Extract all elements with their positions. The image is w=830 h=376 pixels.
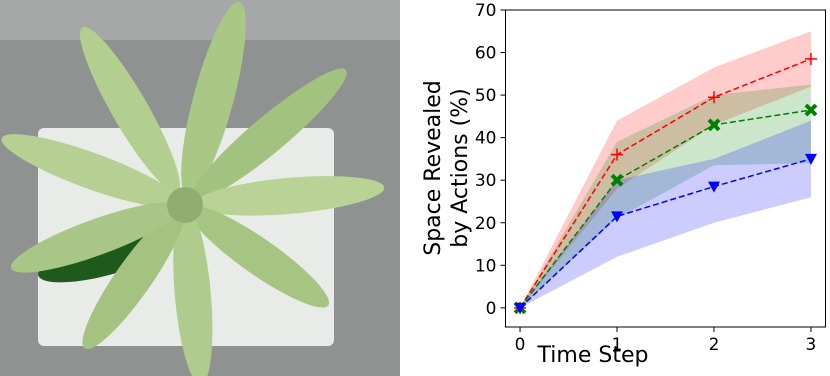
x-axis-label: Time Step xyxy=(537,343,649,368)
line xyxy=(519,109,812,309)
x-tick-label: 2 xyxy=(709,335,720,355)
x-tick-label: 0 xyxy=(515,335,526,355)
marker xyxy=(804,52,817,65)
y-tick-label: 50 xyxy=(475,86,497,106)
plant-leaves xyxy=(1,2,385,376)
leaf xyxy=(188,205,330,308)
y-tick-label: 0 xyxy=(486,299,497,319)
line xyxy=(519,58,812,309)
y-tick-label: 70 xyxy=(475,1,497,21)
marker xyxy=(611,211,624,223)
y-tick-label: 60 xyxy=(475,44,497,64)
marker xyxy=(610,173,624,187)
x-tick-label: 3 xyxy=(806,335,817,355)
marker xyxy=(804,153,817,165)
marker xyxy=(707,118,721,132)
y-tick-label: 40 xyxy=(475,129,497,149)
line xyxy=(519,158,812,309)
marker xyxy=(707,91,720,104)
y-axis-label: by Actions (%) xyxy=(448,88,473,247)
x-tick-label: 1 xyxy=(612,335,623,355)
plant-center xyxy=(167,187,203,223)
plant-photo xyxy=(0,0,400,376)
leaf xyxy=(82,208,185,350)
marker xyxy=(514,302,527,314)
leaf xyxy=(181,2,246,196)
y-tick-label: 30 xyxy=(475,171,497,191)
leaf xyxy=(80,26,180,193)
leaf xyxy=(173,204,213,376)
marker xyxy=(707,181,720,193)
band xyxy=(520,84,811,308)
y-tick-label: 20 xyxy=(475,214,497,234)
leaf xyxy=(191,68,347,201)
marker xyxy=(804,103,818,117)
band xyxy=(520,120,811,308)
leaf xyxy=(1,134,181,208)
leaf xyxy=(10,202,181,273)
y-tick-label: 10 xyxy=(475,256,497,276)
plot-frame xyxy=(505,9,826,328)
marker xyxy=(611,148,624,161)
band xyxy=(520,31,811,308)
leaf xyxy=(194,176,385,216)
photo-floor xyxy=(0,0,400,40)
y-axis-label: Space Revealed xyxy=(421,80,446,256)
